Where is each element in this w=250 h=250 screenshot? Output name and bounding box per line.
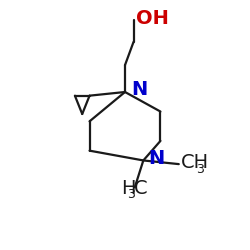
Text: 3: 3 — [196, 163, 204, 176]
Text: N: N — [131, 80, 147, 99]
Text: C: C — [134, 179, 147, 198]
Text: N: N — [149, 148, 165, 168]
Text: 3: 3 — [128, 188, 135, 201]
Text: CH: CH — [181, 154, 209, 172]
Text: H: H — [121, 179, 136, 198]
Text: OH: OH — [136, 9, 169, 28]
